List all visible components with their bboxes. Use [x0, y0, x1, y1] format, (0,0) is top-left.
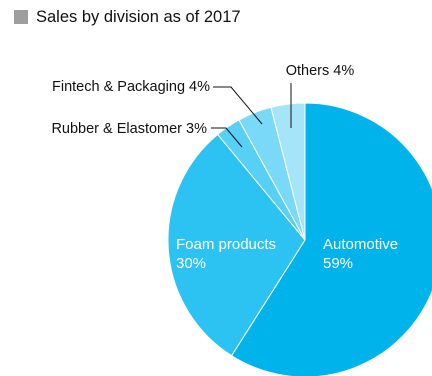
slice-value-foam-products: 30% [176, 255, 206, 272]
slice-label-others: Others 4% [286, 63, 355, 79]
pie-slice-automotive [230, 102, 432, 376]
chart-title: Sales by division as of 2017 [36, 7, 241, 26]
slice-label-automotive: Automotive [323, 236, 398, 253]
title-marker-square [14, 10, 28, 24]
leader-line-rubber-elastomer [211, 127, 243, 148]
slice-label-fintech-packaging: Fintech & Packaging 4% [52, 79, 210, 95]
chart-title-row: Sales by division as of 2017 [14, 7, 241, 27]
pie-slices [167, 102, 432, 376]
slice-label-foam-products: Foam products [176, 236, 276, 253]
slice-value-automotive: 59% [323, 255, 353, 272]
pie-slice-foam-products [167, 133, 306, 357]
slice-label-rubber-elastomer: Rubber & Elastomer 3% [51, 121, 207, 137]
pie-slice-others [270, 102, 306, 241]
leader-line-fintech-packaging [213, 86, 263, 125]
